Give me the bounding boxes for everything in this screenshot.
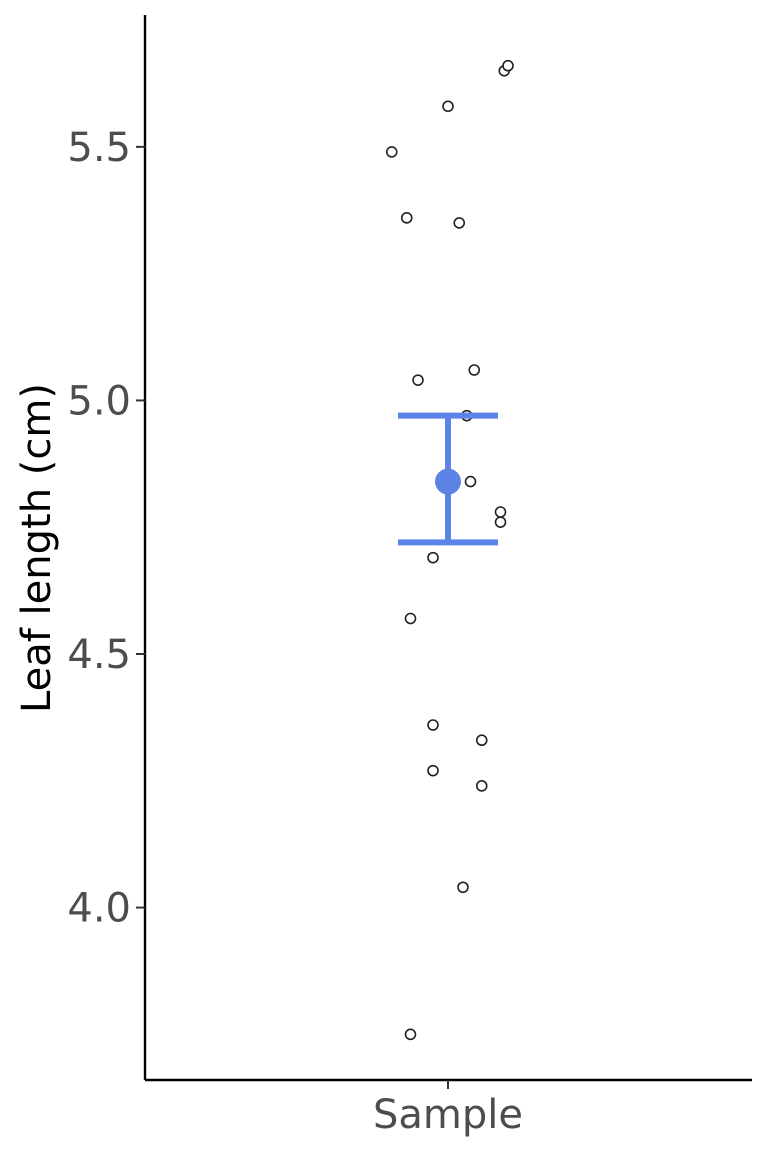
data-point <box>400 212 413 224</box>
data-points <box>385 59 514 1041</box>
x-axis: Sample <box>145 1078 752 1138</box>
data-point <box>475 734 488 747</box>
data-point <box>404 612 417 625</box>
y-axis: 4.0 4.5 5.0 5.5 <box>67 15 147 1080</box>
data-point <box>412 374 424 386</box>
data-point <box>494 516 507 528</box>
data-point <box>427 764 439 777</box>
mean-point <box>435 468 461 495</box>
data-point <box>442 100 454 113</box>
data-point <box>427 551 439 564</box>
y-tick-label: 4.5 <box>67 632 131 678</box>
mean-errorbar <box>398 412 498 546</box>
data-point <box>385 146 398 158</box>
data-point <box>464 475 477 488</box>
data-point <box>453 217 466 229</box>
data-point <box>502 59 514 72</box>
data-point <box>468 364 481 376</box>
data-point <box>475 780 488 792</box>
data-point <box>457 881 469 894</box>
y-tick-label: 5.5 <box>67 125 131 171</box>
data-point <box>427 719 439 731</box>
y-tick-label: 5.0 <box>67 378 131 424</box>
data-point <box>404 1028 417 1041</box>
y-axis-title: Leaf length (cm) <box>14 383 60 713</box>
y-tick-label: 4.0 <box>67 886 131 932</box>
x-tick-label: Sample <box>373 1092 523 1138</box>
data-point <box>494 506 507 518</box>
